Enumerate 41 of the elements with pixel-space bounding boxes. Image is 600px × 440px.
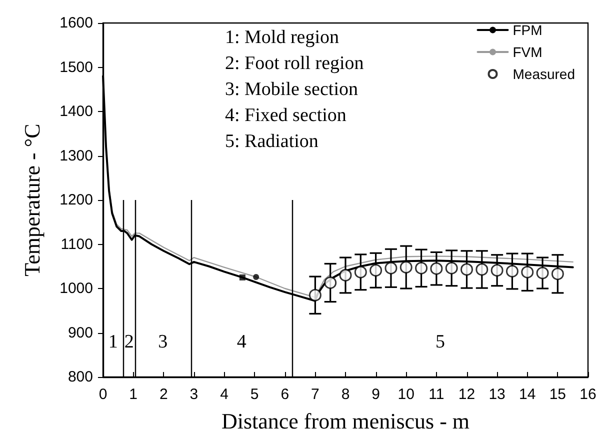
y-tick-label: 1100 (60, 236, 93, 253)
x-axis-title: Distance from meniscus - m (221, 408, 470, 434)
legend-label: FPM (512, 22, 542, 38)
x-tick-label: 4 (220, 386, 228, 403)
y-axis-title: Temperature - °C (20, 124, 44, 276)
x-tick-label: 1 (129, 386, 138, 403)
x-tick-label: 2 (159, 386, 168, 403)
y-tick-label: 1500 (60, 58, 93, 76)
y-tick-label: 800 (68, 368, 93, 386)
y-tick-label: 1400 (60, 103, 93, 120)
x-tick-label: 8 (341, 386, 350, 403)
y-tick-label: 900 (68, 324, 93, 342)
x-tick-label: 12 (458, 386, 476, 403)
y-tick-label: 1000 (60, 280, 93, 297)
annotation: 3: Mobile section (225, 79, 358, 100)
y-tick-label: 1600 (60, 14, 93, 32)
legend-label: Measured (512, 66, 576, 82)
annotation: 1 (108, 332, 118, 352)
annotation: 5: Radiation (225, 131, 319, 152)
legend-label: FVM (512, 44, 542, 60)
annotation: 5 (435, 332, 445, 352)
x-tick-label: 9 (372, 386, 380, 403)
annotation: 3 (158, 332, 168, 352)
annotation: 2: Foot roll region (225, 53, 364, 74)
annotation: 2 (124, 332, 134, 352)
x-tick-label: 3 (190, 386, 198, 403)
x-tick-label: 14 (519, 386, 536, 403)
x-tick-label: 5 (250, 386, 259, 403)
x-tick-label: 0 (98, 386, 108, 403)
annotation: 4 (236, 332, 247, 352)
x-tick-label: 10 (398, 386, 414, 403)
x-tick-label: 11 (428, 386, 444, 403)
x-tick-label: 15 (549, 386, 566, 403)
annotation: 4: Fixed section (225, 105, 347, 126)
x-tick-label: 6 (280, 386, 290, 403)
y-tick-label: 1300 (60, 147, 93, 164)
x-tick-label: 16 (580, 386, 596, 403)
x-tick-label: 7 (311, 386, 320, 403)
y-tick-label: 1200 (60, 192, 93, 208)
annotation: 1: Mold region (225, 27, 340, 48)
x-tick-label: 13 (488, 386, 506, 403)
